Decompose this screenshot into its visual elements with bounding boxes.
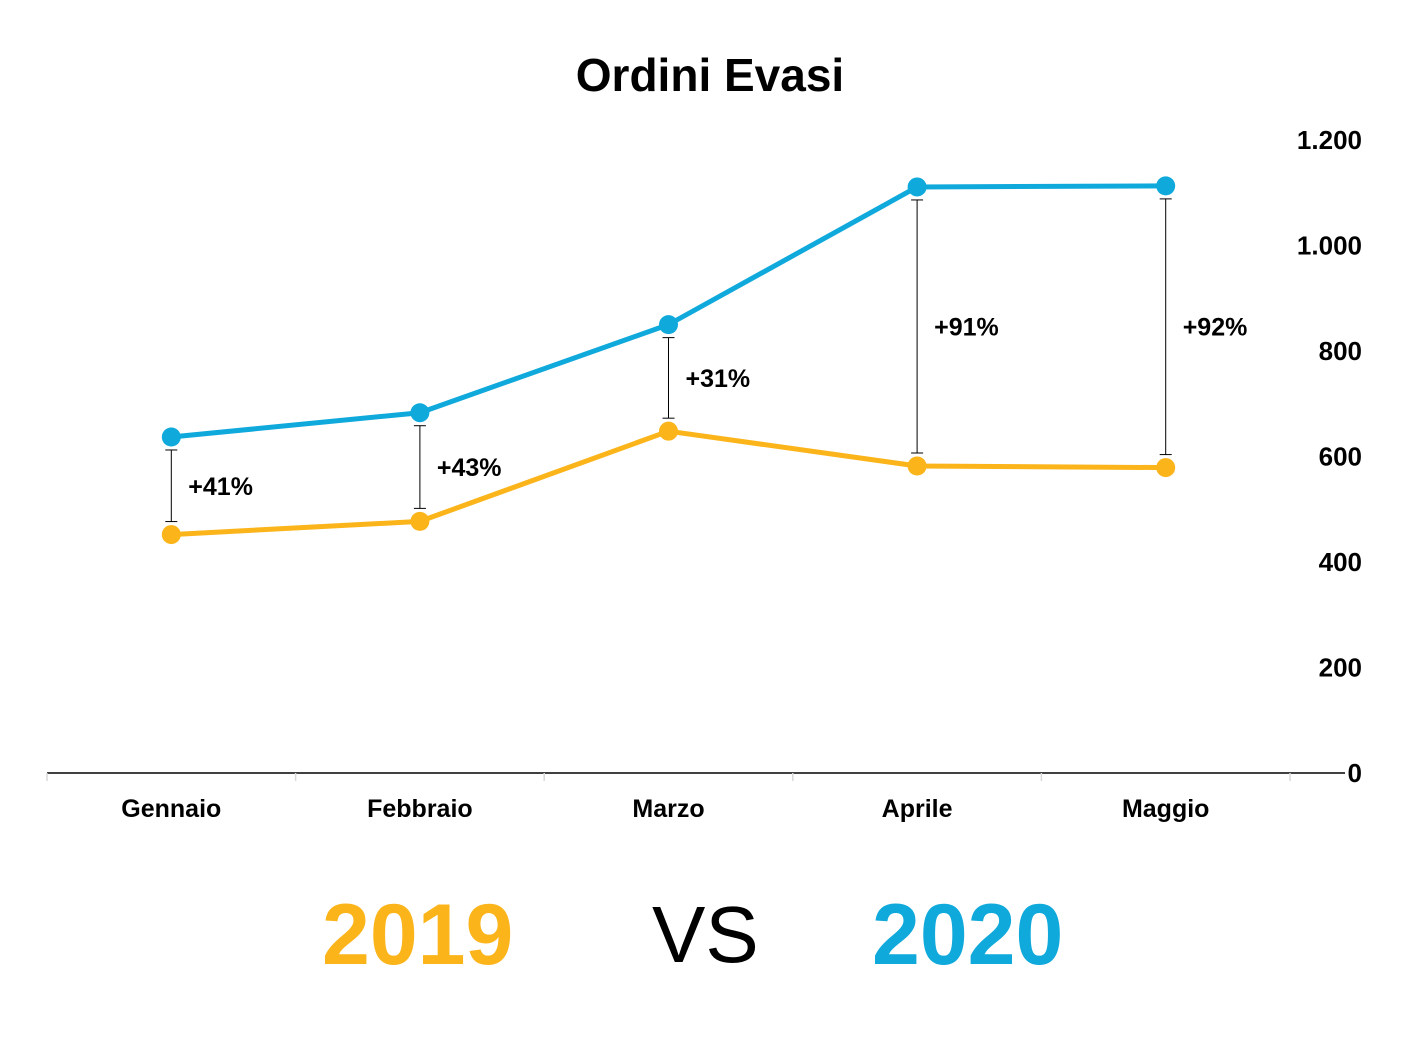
difference-label: +91% (934, 313, 999, 341)
y-tick-label: 600 (1319, 442, 1362, 472)
data-point-2020 (1156, 176, 1176, 196)
data-point-2019 (161, 525, 181, 545)
line-chart: 0 200 400 600 800 1.000 1.200 Gennaio Febbraio Ma… (46, 125, 1362, 823)
y-tick-label: 400 (1319, 547, 1362, 577)
chart-title: Ordini Evasi (575, 49, 845, 101)
difference-label: +43% (437, 454, 502, 482)
x-category-label: Gennaio (121, 795, 221, 823)
data-point-2020 (161, 427, 181, 447)
data-point-2019 (1156, 458, 1176, 478)
y-tick-label: 1.000 (1297, 231, 1362, 261)
year-2019-label: 2019 (322, 887, 514, 983)
y-tick-label: 1.200 (1297, 125, 1362, 155)
versus-label: VS (652, 890, 759, 979)
x-category-label: Marzo (632, 795, 704, 823)
y-tick-label: 800 (1319, 336, 1362, 366)
year-2020-label: 2020 (872, 887, 1064, 983)
data-point-2019 (410, 511, 430, 531)
data-point-2019 (659, 421, 678, 441)
difference-label: +92% (1183, 314, 1248, 342)
data-point-2019 (907, 456, 927, 476)
y-tick-label: 200 (1319, 653, 1362, 683)
difference-label: +41% (188, 473, 253, 501)
x-category-label: Febbraio (367, 795, 473, 823)
series-line-2019 (171, 428, 1166, 538)
x-category-label: Aprile (882, 795, 953, 823)
data-point-2020 (907, 177, 927, 197)
y-tick-label: 0 (1348, 758, 1362, 788)
x-category-label: Maggio (1122, 795, 1210, 823)
year-comparison: 2019 VS 2020 (0, 880, 1420, 990)
difference-label: +31% (686, 365, 751, 393)
data-point-2020 (659, 315, 678, 335)
data-point-2020 (410, 403, 430, 423)
